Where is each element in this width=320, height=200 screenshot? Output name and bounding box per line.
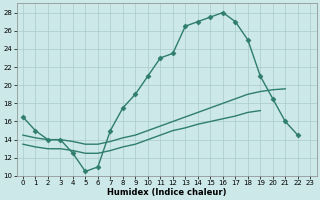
X-axis label: Humidex (Indice chaleur): Humidex (Indice chaleur) [107, 188, 226, 197]
